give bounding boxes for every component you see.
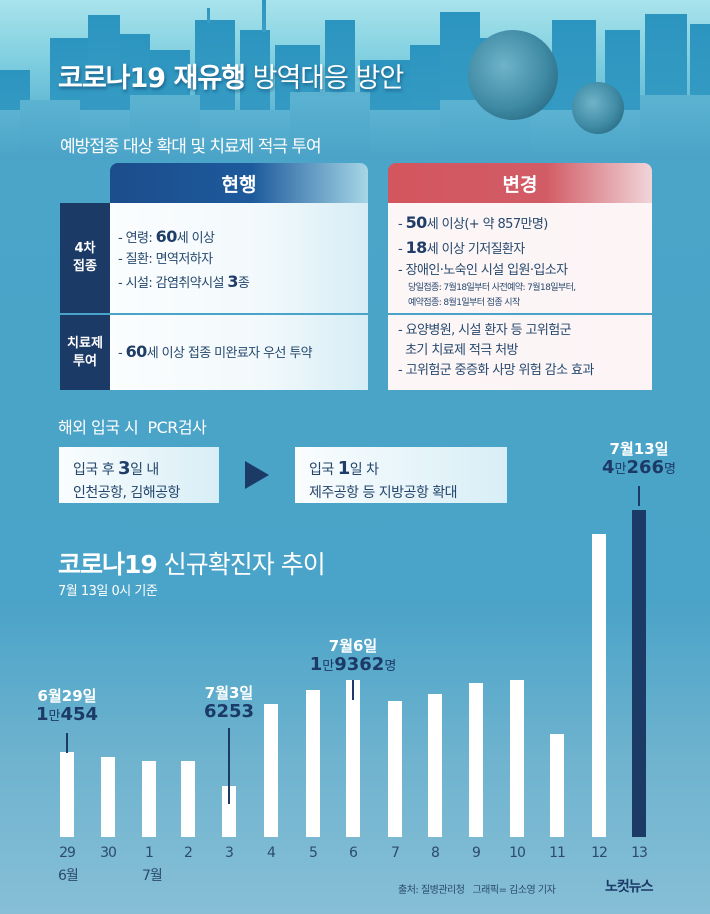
month-label-june: 6월 xyxy=(58,868,79,884)
section-subtitle: 예방접종 대상 확대 및 치료제 적극 투여 xyxy=(60,137,322,157)
pcr-after-box: 입국 1일 차 제주공항 등 지방공항 확대 xyxy=(295,447,507,503)
leader-line xyxy=(228,728,230,804)
annotation-jun29: 6월29일 1만454 xyxy=(35,687,99,725)
bar-7 xyxy=(388,701,402,837)
list-item: 초기 치료제 적극 처방 xyxy=(398,343,518,359)
x-axis-label: 11 xyxy=(549,845,566,861)
list-item: - 18세 이상 기저질환자 xyxy=(398,237,525,257)
bar-1 xyxy=(142,761,156,837)
chart-title: 코로나19 신규확진자 추이 xyxy=(58,550,326,579)
annotation-jul6: 7월6일 1만9362명 xyxy=(309,637,397,675)
arrow-right-icon xyxy=(245,461,269,489)
note-text: 예약접종: 8월1일부터 접종 시작 xyxy=(408,298,520,309)
bar-8 xyxy=(428,694,442,837)
leader-line xyxy=(352,680,354,700)
leader-line xyxy=(638,486,640,506)
pcr-section-title: 해외 입국 시 PCR검사 xyxy=(58,418,207,437)
nocut-news-logo: 노컷뉴스 xyxy=(605,879,654,895)
cell-changed-treatment: - 요양병원, 시설 환자 등 고위험군 초기 치료제 적극 처방 - 고위험군… xyxy=(388,315,652,390)
x-axis-label: 3 xyxy=(225,845,234,861)
list-item: - 50세 이상(+ 약 857만명) xyxy=(398,213,548,232)
chart-subtitle: 7월 13일 0시 기준 xyxy=(58,584,158,599)
column-header-changed: 변경 xyxy=(388,163,652,203)
bar-29 xyxy=(60,752,74,837)
x-axis-label: 4 xyxy=(267,845,276,861)
x-axis-label: 9 xyxy=(472,845,481,861)
bar-30 xyxy=(101,757,115,837)
list-item: - 장애인·노숙인 시설 입원·입소자 xyxy=(398,262,568,278)
bar-5 xyxy=(306,690,320,837)
x-axis-label: 30 xyxy=(100,845,117,861)
x-axis-label: 7 xyxy=(391,845,400,861)
column-header-current: 현행 xyxy=(110,163,368,203)
x-axis-label: 29 xyxy=(59,845,76,861)
note-text: 당일접종: 7월18일부터 사전예약: 7월18일부터, xyxy=(408,282,576,293)
bar-10 xyxy=(510,680,524,837)
main-title: 코로나19 재유행 방역대응 방안 xyxy=(58,63,404,94)
annotation-jul3: 7월3일 6253 xyxy=(203,684,255,722)
x-axis-label: 6 xyxy=(349,845,358,861)
x-axis-label: 2 xyxy=(184,845,193,861)
x-axis-label: 10 xyxy=(509,845,526,861)
x-axis-label: 12 xyxy=(591,845,608,861)
bar-3 xyxy=(222,786,236,837)
bar-6 xyxy=(346,680,360,837)
pcr-before-box: 입국 후 3일 내 인천공항, 김해공항 xyxy=(59,447,219,503)
list-item: - 60세 이상 접종 미완료자 우선 투약 xyxy=(118,342,313,361)
list-item: - 시설: 감염취약시설 3종 xyxy=(118,271,250,291)
virus-illustration-large xyxy=(468,30,558,120)
bar-12 xyxy=(592,534,606,837)
virus-illustration-small xyxy=(572,82,624,134)
row-label-treatment: 치료제 투여 xyxy=(60,315,110,390)
list-item: - 질환: 면역저하자 xyxy=(118,251,213,267)
bar-11 xyxy=(550,734,564,837)
bar-4 xyxy=(264,704,278,837)
list-item: - 고위험군 중증화 사망 위험 감소 효과 xyxy=(398,363,594,379)
x-axis-label: 5 xyxy=(309,845,318,861)
cell-current-4th-dose: - 연령: 60세 이상 - 질환: 면역저하자 - 시설: 감염취약시설 3종 xyxy=(110,203,368,313)
source-credit: 출처: 질병관리청 그래픽= 김소영 기자 xyxy=(398,885,556,896)
bar-2 xyxy=(181,761,195,837)
x-axis-label: 8 xyxy=(431,845,440,861)
x-axis-label: 1 xyxy=(145,845,154,861)
bar-9 xyxy=(469,683,483,837)
leader-line xyxy=(66,733,68,753)
x-axis-label: 13 xyxy=(631,845,648,861)
annotation-jul13: 7월13일 4만266명 xyxy=(601,440,677,478)
list-item: - 연령: 60세 이상 xyxy=(118,227,215,246)
row-label-4th-dose: 4차 접종 xyxy=(60,203,110,313)
month-label-july: 7월 xyxy=(142,868,163,884)
list-item: - 요양병원, 시설 환자 등 고위험군 xyxy=(398,323,572,338)
cell-changed-4th-dose: - 50세 이상(+ 약 857만명) - 18세 이상 기저질환자 - 장애인… xyxy=(388,203,652,313)
bar-13 xyxy=(632,510,646,837)
cell-current-treatment: - 60세 이상 접종 미완료자 우선 투약 xyxy=(110,315,368,390)
